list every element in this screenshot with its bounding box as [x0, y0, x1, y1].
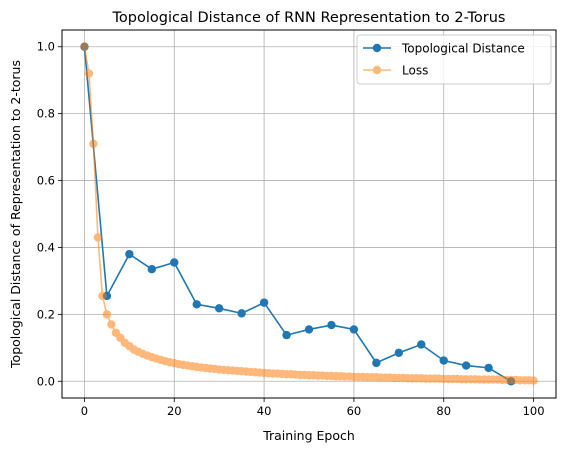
data-point-loss — [89, 139, 98, 148]
series-topological-distance — [80, 42, 516, 386]
legend-items: Topological Distance Loss — [363, 42, 525, 78]
x-tick-label: 20 — [167, 404, 182, 418]
plot-frame — [61, 29, 557, 399]
data-point-topological-distance — [170, 258, 179, 267]
data-point-loss — [93, 233, 103, 242]
data-point-topological-distance — [461, 361, 471, 370]
y-tick-label: 0.0 — [37, 374, 55, 388]
x-axis-label: Training Epoch — [262, 428, 355, 443]
data-point-topological-distance — [214, 304, 224, 313]
data-point-loss — [107, 320, 116, 329]
data-point-topological-distance — [192, 300, 201, 309]
x-tick-label: 80 — [436, 404, 451, 418]
data-point-loss — [529, 376, 538, 385]
legend-box — [356, 34, 552, 85]
legend-marker — [372, 65, 382, 75]
grid-layer — [62, 30, 556, 398]
y-tick-label: 1.0 — [37, 40, 55, 54]
y-tick-label: 0.6 — [37, 174, 55, 188]
data-point-loss — [102, 310, 112, 319]
legend-label: Loss — [402, 64, 428, 78]
x-tick-label: 60 — [347, 404, 362, 418]
data-point-topological-distance — [147, 265, 157, 274]
data-point-loss — [98, 291, 107, 301]
data-point-topological-distance — [349, 325, 359, 334]
y-tick-label: 0.2 — [37, 307, 55, 321]
data-point-topological-distance — [327, 320, 336, 330]
data-point-loss — [84, 69, 94, 78]
x-tick-label: 0 — [81, 404, 88, 418]
y-tick-label: 0.4 — [37, 240, 55, 254]
data-point-topological-distance — [282, 330, 291, 340]
data-point-topological-distance — [237, 309, 246, 318]
series-line-topological-distance — [83, 46, 512, 382]
legend: Topological Distance Loss — [356, 34, 552, 85]
data-point-topological-distance — [484, 363, 493, 373]
data-point-topological-distance — [125, 249, 134, 259]
x-tick-label: 100 — [523, 404, 545, 418]
data-point-loss — [80, 42, 89, 51]
legend-marker — [372, 43, 382, 53]
data-point-topological-distance — [417, 340, 426, 349]
tick-layer: 0 20 40 60 80 100 0.0 0.2 0.4 0.6 0.8 1.0 — [37, 40, 545, 418]
data-point-topological-distance — [372, 358, 381, 368]
series-loss — [80, 42, 538, 385]
legend-item-loss — [363, 65, 391, 75]
data-point-topological-distance — [439, 356, 448, 365]
data-point-topological-distance — [259, 298, 269, 307]
data-point-topological-distance — [304, 325, 314, 334]
y-tick-label: 0.8 — [37, 107, 55, 121]
series-layer — [80, 42, 538, 386]
y-axis-label: Topological Distance of Representation t… — [8, 60, 23, 369]
data-point-topological-distance — [394, 348, 404, 358]
chart-title: Topological Distance of RNN Representati… — [112, 10, 506, 26]
x-tick-label: 40 — [257, 404, 272, 418]
legend-item-topological-distance — [363, 43, 391, 53]
legend-label: Topological Distance — [401, 42, 525, 56]
